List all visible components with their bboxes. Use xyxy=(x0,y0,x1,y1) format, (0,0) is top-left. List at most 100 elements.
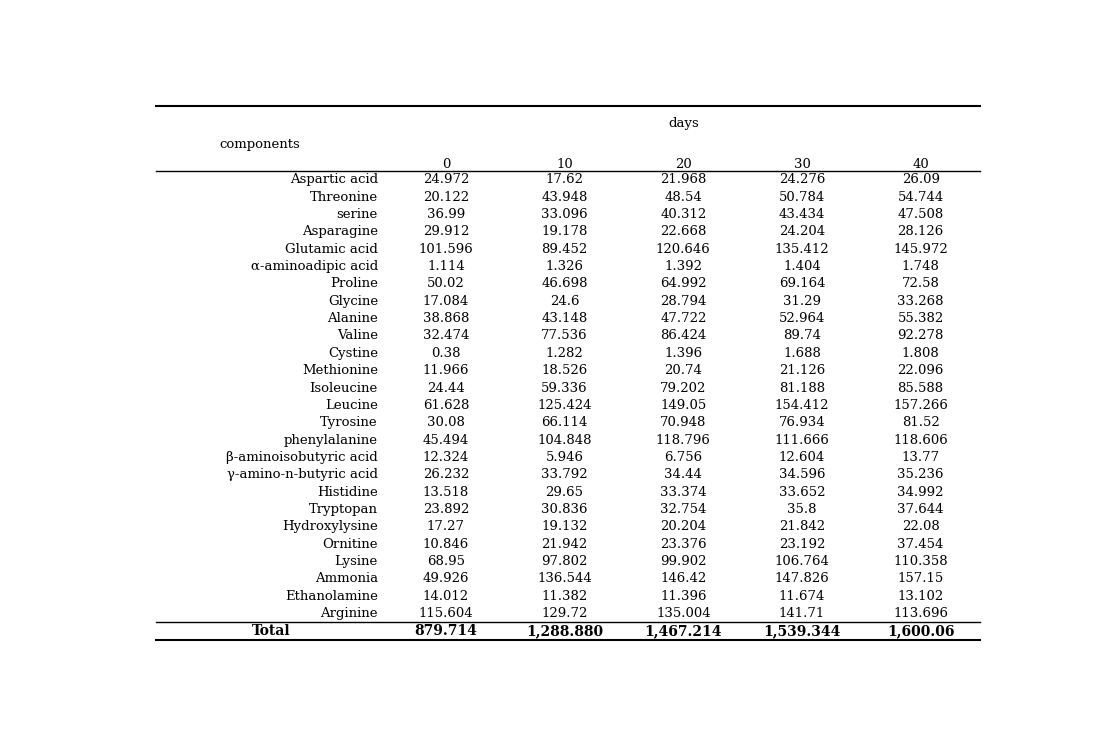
Text: β-aminoisobutyric acid: β-aminoisobutyric acid xyxy=(226,451,378,464)
Text: Aspartic acid: Aspartic acid xyxy=(290,173,378,186)
Text: 29.912: 29.912 xyxy=(422,225,469,238)
Text: 19.132: 19.132 xyxy=(542,520,587,534)
Text: 43.148: 43.148 xyxy=(542,312,587,325)
Text: 157.15: 157.15 xyxy=(897,573,944,585)
Text: 26.09: 26.09 xyxy=(902,173,940,186)
Text: 70.948: 70.948 xyxy=(660,416,707,430)
Text: 99.902: 99.902 xyxy=(660,555,707,568)
Text: 34.992: 34.992 xyxy=(897,486,944,499)
Text: 21.842: 21.842 xyxy=(779,520,825,534)
Text: 48.54: 48.54 xyxy=(665,190,702,204)
Text: Isoleucine: Isoleucine xyxy=(309,382,378,395)
Text: 23.892: 23.892 xyxy=(422,503,469,516)
Text: 33.792: 33.792 xyxy=(541,469,588,481)
Text: 1,288.880: 1,288.880 xyxy=(526,624,603,638)
Text: α-aminoadipic acid: α-aminoadipic acid xyxy=(250,260,378,273)
Text: 33.652: 33.652 xyxy=(779,486,825,499)
Text: 1,539.344: 1,539.344 xyxy=(763,624,841,638)
Text: 97.802: 97.802 xyxy=(542,555,587,568)
Text: 33.268: 33.268 xyxy=(897,294,944,308)
Text: 31.29: 31.29 xyxy=(783,294,821,308)
Text: Leucine: Leucine xyxy=(325,399,378,412)
Text: Ornitine: Ornitine xyxy=(322,538,378,551)
Text: 43.434: 43.434 xyxy=(779,208,825,221)
Text: 35.236: 35.236 xyxy=(897,469,944,481)
Text: 104.848: 104.848 xyxy=(537,434,592,446)
Text: serine: serine xyxy=(337,208,378,221)
Text: Glycine: Glycine xyxy=(328,294,378,308)
Text: 125.424: 125.424 xyxy=(537,399,592,412)
Text: 37.644: 37.644 xyxy=(897,503,944,516)
Text: 33.374: 33.374 xyxy=(660,486,707,499)
Text: 23.192: 23.192 xyxy=(779,538,825,551)
Text: Total: Total xyxy=(252,624,290,638)
Text: Glutamic acid: Glutamic acid xyxy=(285,243,378,255)
Text: 50.784: 50.784 xyxy=(779,190,825,204)
Text: 37.454: 37.454 xyxy=(897,538,944,551)
Text: 0: 0 xyxy=(442,158,450,171)
Text: 21.968: 21.968 xyxy=(660,173,707,186)
Text: 118.796: 118.796 xyxy=(656,434,710,446)
Text: 5.946: 5.946 xyxy=(545,451,584,464)
Text: 20.74: 20.74 xyxy=(665,364,702,377)
Text: 1.404: 1.404 xyxy=(783,260,821,273)
Text: Lysine: Lysine xyxy=(335,555,378,568)
Text: 59.336: 59.336 xyxy=(541,382,588,395)
Text: 115.604: 115.604 xyxy=(419,607,473,620)
Text: 10.846: 10.846 xyxy=(423,538,469,551)
Text: 32.754: 32.754 xyxy=(660,503,707,516)
Text: 38.868: 38.868 xyxy=(422,312,469,325)
Text: Arginine: Arginine xyxy=(320,607,378,620)
Text: 135.004: 135.004 xyxy=(656,607,710,620)
Text: 20.122: 20.122 xyxy=(423,190,469,204)
Text: 21.942: 21.942 xyxy=(542,538,587,551)
Text: 20.204: 20.204 xyxy=(660,520,706,534)
Text: 14.012: 14.012 xyxy=(423,590,469,603)
Text: 40: 40 xyxy=(912,158,929,171)
Text: 145.972: 145.972 xyxy=(893,243,948,255)
Text: 120.646: 120.646 xyxy=(656,243,710,255)
Text: 6.756: 6.756 xyxy=(664,451,702,464)
Text: 81.52: 81.52 xyxy=(902,416,940,430)
Text: 64.992: 64.992 xyxy=(660,277,707,290)
Text: 32.474: 32.474 xyxy=(422,329,469,342)
Text: 12.604: 12.604 xyxy=(779,451,825,464)
Text: Ethanolamine: Ethanolamine xyxy=(285,590,378,603)
Text: 19.178: 19.178 xyxy=(542,225,587,238)
Text: 30.08: 30.08 xyxy=(427,416,464,430)
Text: 54.744: 54.744 xyxy=(897,190,944,204)
Text: Ammonia: Ammonia xyxy=(315,573,378,585)
Text: 76.934: 76.934 xyxy=(779,416,825,430)
Text: 149.05: 149.05 xyxy=(660,399,707,412)
Text: Tyrosine: Tyrosine xyxy=(320,416,378,430)
Text: 35.8: 35.8 xyxy=(787,503,817,516)
Text: 52.964: 52.964 xyxy=(779,312,825,325)
Text: 29.65: 29.65 xyxy=(545,486,584,499)
Text: 55.382: 55.382 xyxy=(897,312,944,325)
Text: 24.6: 24.6 xyxy=(550,294,579,308)
Text: 40.312: 40.312 xyxy=(660,208,707,221)
Text: 1.326: 1.326 xyxy=(545,260,584,273)
Text: 12.324: 12.324 xyxy=(423,451,469,464)
Text: 113.696: 113.696 xyxy=(893,607,948,620)
Text: 89.74: 89.74 xyxy=(783,329,821,342)
Text: 11.966: 11.966 xyxy=(422,364,469,377)
Text: 129.72: 129.72 xyxy=(542,607,587,620)
Text: 46.698: 46.698 xyxy=(542,277,588,290)
Text: 30: 30 xyxy=(793,158,810,171)
Text: 10: 10 xyxy=(556,158,573,171)
Text: 92.278: 92.278 xyxy=(897,329,944,342)
Text: 118.606: 118.606 xyxy=(893,434,948,446)
Text: 1.282: 1.282 xyxy=(545,347,584,359)
Text: 147.826: 147.826 xyxy=(774,573,830,585)
Text: 0.38: 0.38 xyxy=(431,347,461,359)
Text: 22.08: 22.08 xyxy=(902,520,940,534)
Text: Asparagine: Asparagine xyxy=(301,225,378,238)
Text: Hydroxylysine: Hydroxylysine xyxy=(283,520,378,534)
Text: 1.396: 1.396 xyxy=(664,347,702,359)
Text: Cystine: Cystine xyxy=(328,347,378,359)
Text: Alanine: Alanine xyxy=(327,312,378,325)
Text: Valine: Valine xyxy=(337,329,378,342)
Text: 13.102: 13.102 xyxy=(897,590,944,603)
Text: 72.58: 72.58 xyxy=(902,277,940,290)
